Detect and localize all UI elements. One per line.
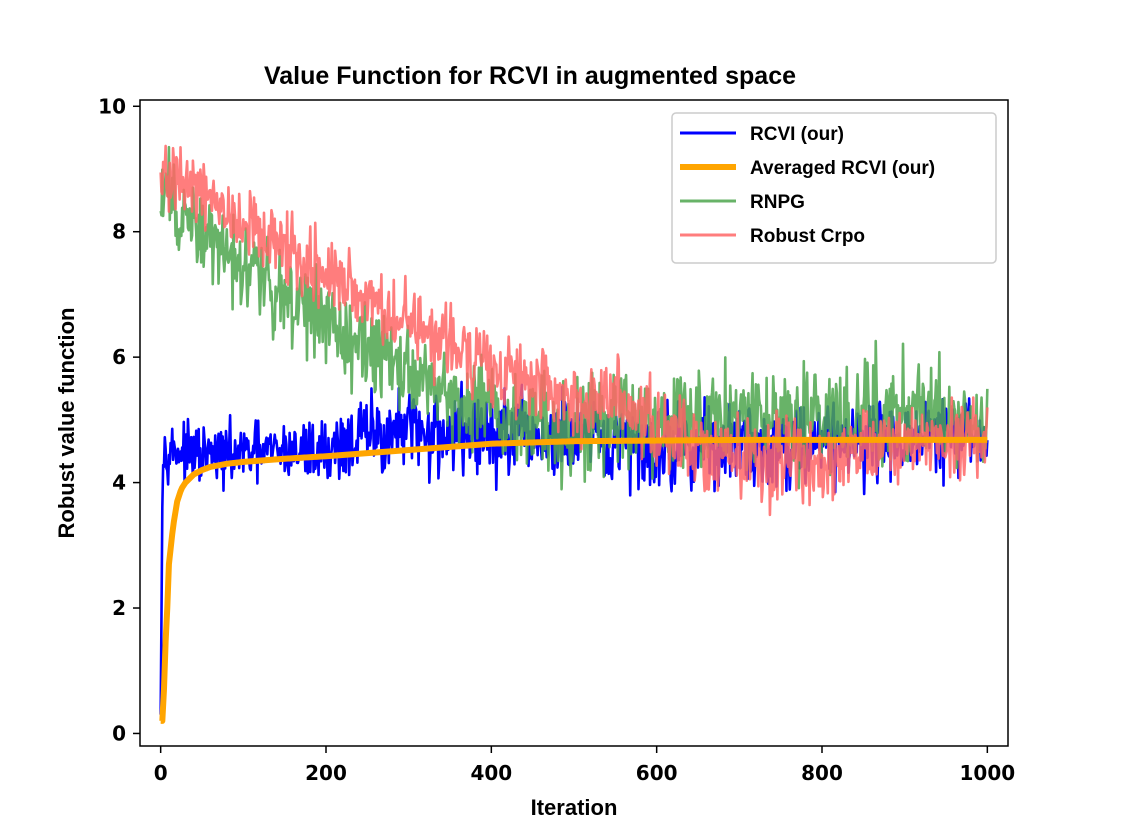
x-tick-label: 600: [636, 761, 678, 785]
plot-area: [159, 144, 989, 724]
series-line-robust-crpo: [159, 144, 989, 517]
legend-label: Averaged RCVI (our): [750, 158, 935, 179]
legend-box: [671, 112, 997, 264]
y-tick-label: 10: [98, 94, 126, 118]
x-tick-label: 0: [154, 761, 168, 785]
axis-ticks: 0 200 400 600 800 1000 0 2 4 6 8 10: [98, 94, 1015, 785]
x-tick-label: 1000: [959, 761, 1015, 785]
y-tick-label: 0: [112, 721, 126, 745]
x-tick-label: 200: [305, 761, 347, 785]
y-tick-label: 6: [112, 345, 126, 369]
y-tick-label: 2: [112, 596, 126, 620]
legend-label: Robust Crpo: [750, 226, 865, 247]
y-tick-label: 8: [112, 220, 126, 244]
x-axis-label: Iteration: [531, 795, 618, 820]
x-tick-label: 400: [470, 761, 512, 785]
plot-frame: [139, 99, 1009, 747]
series-line-averaged-rcvi-our: [159, 436, 989, 724]
legend: RCVI (our) Averaged RCVI (our) RNPG Robust …: [671, 112, 997, 264]
chart-title: Value Function for RCVI in augmented spa…: [264, 62, 796, 90]
y-tick-label: 4: [112, 471, 126, 495]
legend-label: RNPG: [750, 192, 805, 213]
y-axis-label: Robust value function: [54, 308, 79, 539]
x-tick-label: 800: [801, 761, 843, 785]
legend-label: RCVI (our): [750, 124, 844, 145]
